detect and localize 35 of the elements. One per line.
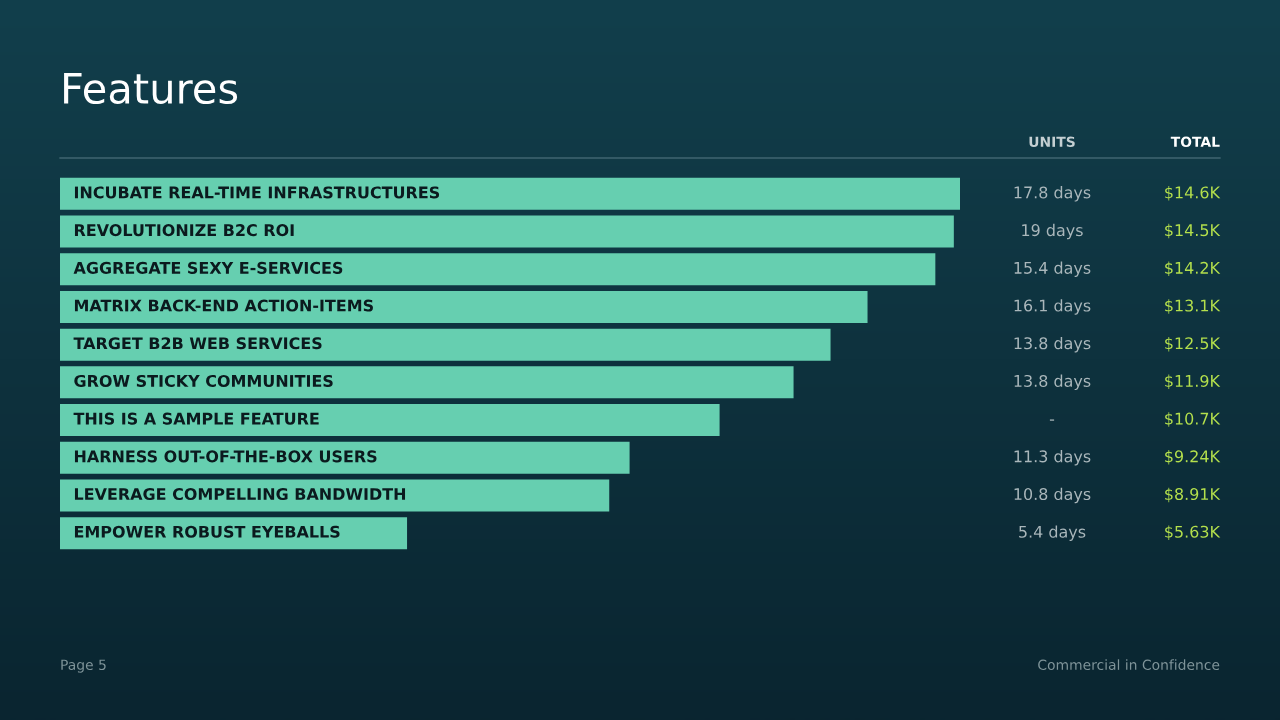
text: 5.4 days (1019, 525, 1086, 541)
y-tick-label: INCUBATE REAL-TIME INFRASTRUCTURES (74, 186, 440, 199)
text: TOTAL (1170, 136, 1220, 148)
chart-title: Features (64, 73, 238, 105)
y-tick-label: HARNESS OUT-OF-THE-BOX USERS (74, 450, 377, 463)
text: 16.1 days (1014, 299, 1091, 315)
text: UNITS (1029, 136, 1075, 148)
text: 10.8 days (1014, 487, 1091, 504)
data-label: $8.91K (1165, 487, 1221, 503)
text: 19 days (1022, 223, 1083, 240)
y-tick-label: MATRIX BACK-END ACTION-ITEMS (74, 299, 373, 312)
text: 11.3 days (1014, 450, 1091, 466)
y-tick-label: REVOLUTIONIZE B2C ROI (74, 224, 294, 237)
data-label: $14.6K (1165, 186, 1221, 201)
y-tick-label: LEVERAGE COMPELLING BANDWIDTH (74, 488, 406, 501)
text: 13.8 days (1014, 374, 1091, 391)
data-label: $11.9K (1165, 374, 1221, 390)
data-label: $12.5K (1165, 336, 1221, 352)
text: 17.8 days (1014, 186, 1091, 202)
data-label: $14.5K (1165, 223, 1221, 239)
data-label: $5.63K (1165, 525, 1221, 540)
text: Commercial in Confidence (1038, 659, 1220, 671)
y-tick-label: THIS IS A SAMPLE FEATURE (73, 412, 319, 425)
text: 15.4 days (1014, 261, 1091, 277)
y-tick-label: EMPOWER ROBUST EYEBALLS (74, 525, 340, 538)
text: 13.8 days (1014, 336, 1091, 353)
text: - (1049, 419, 1055, 421)
y-tick-label: TARGET B2B WEB SERVICES (73, 337, 322, 350)
text: Page 5 (61, 659, 106, 673)
data-label: $13.1K (1165, 299, 1221, 314)
data-label: $14.2K (1165, 261, 1221, 277)
y-tick-label: GROW STICKY COMMUNITIES (74, 374, 333, 387)
data-label: $9.24K (1165, 450, 1221, 465)
y-tick-label: AGGREGATE SEXY E-SERVICES (73, 261, 343, 274)
data-label: $10.7K (1165, 412, 1221, 427)
